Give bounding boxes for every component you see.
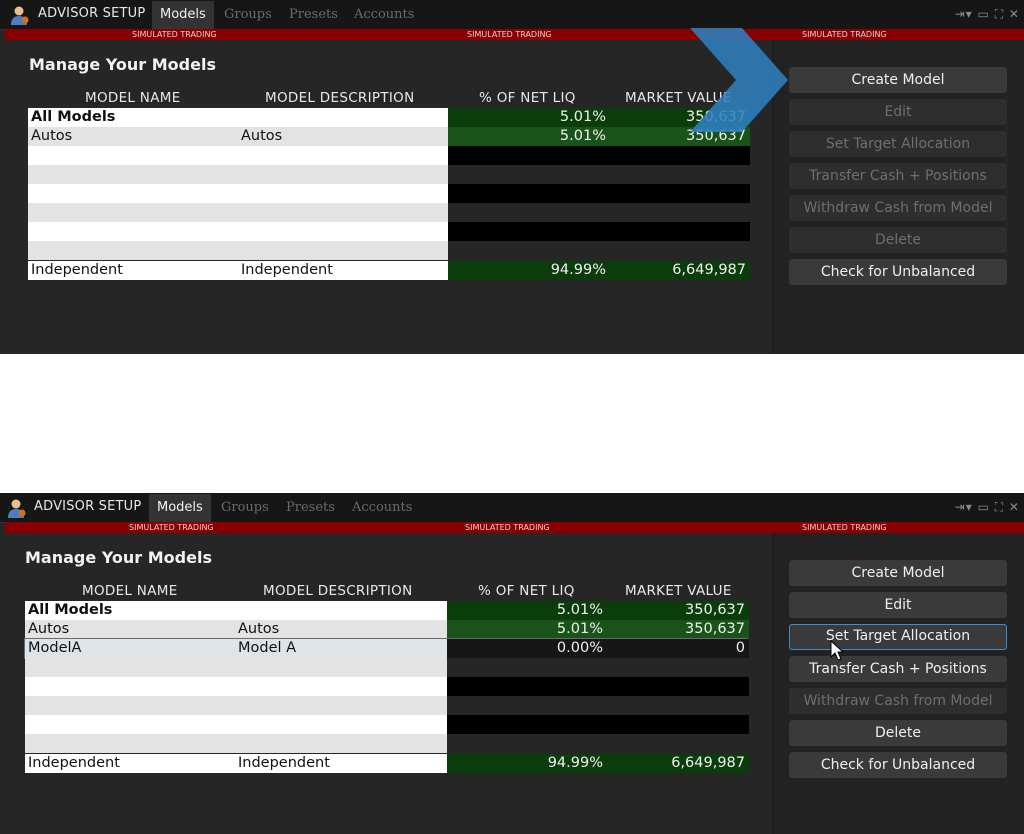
app-title: ADVISOR SETUP (38, 6, 146, 21)
empty-row (25, 658, 749, 677)
model-name: Autos (31, 128, 73, 144)
pct-net-liq: 5.01% (556, 602, 603, 618)
column-header-model-description: MODEL DESCRIPTION (263, 583, 413, 599)
pct-net-liq: 0.00% (556, 640, 603, 656)
tab-models[interactable]: Models (149, 494, 211, 522)
edit-button[interactable]: Edit (789, 99, 1007, 125)
model-name: Independent (31, 262, 123, 278)
empty-row (28, 184, 750, 203)
empty-row (25, 715, 749, 734)
simulated-trading-banner: SIMULATED TRADING SIMULATED TRADING SIMU… (5, 522, 1024, 533)
empty-row (28, 203, 750, 222)
action-button-column: Create Model Edit Set Target Allocation … (772, 533, 1024, 834)
banner-text: SIMULATED TRADING (129, 523, 214, 532)
market-value: 350,637 (685, 602, 745, 618)
empty-row (25, 734, 749, 753)
column-header-model-name: MODEL NAME (85, 90, 181, 106)
empty-row (25, 677, 749, 696)
pct-net-liq: 94.99% (550, 262, 606, 278)
banner-text: SIMULATED TRADING (802, 30, 887, 39)
column-header-model-description: MODEL DESCRIPTION (265, 90, 415, 106)
banner-text: SIMULATED TRADING (132, 30, 217, 39)
model-name: ModelA (28, 640, 82, 656)
action-button-column: Create Model Edit Set Target Allocation … (772, 40, 1024, 354)
banner-text: SIMULATED TRADING (465, 523, 550, 532)
empty-row (25, 696, 749, 715)
column-header-market-value: MARKET VALUE (625, 583, 732, 599)
tab-groups[interactable]: Groups (224, 7, 272, 22)
column-header-pct-net-liq: % OF NET LIQ (479, 90, 576, 106)
model-description: Autos (238, 621, 280, 637)
model-description: Autos (241, 128, 283, 144)
empty-row (28, 241, 750, 260)
window-controls[interactable]: ⇥▾ ▭ ⛶ ✕ (954, 500, 1020, 514)
model-name: Autos (28, 621, 70, 637)
table-row[interactable]: Autos Autos 5.01% 350,637 (28, 127, 750, 146)
model-description: Independent (241, 262, 333, 278)
create-model-button[interactable]: Create Model (789, 67, 1007, 93)
title-bar: ADVISOR SETUP Models Groups Presets Acco… (0, 493, 1024, 523)
model-name: All Models (28, 602, 113, 618)
mouse-cursor-icon (830, 640, 845, 661)
advisor-setup-window-after: ADVISOR SETUP Models Groups Presets Acco… (0, 493, 1024, 834)
pct-net-liq: 5.01% (559, 109, 606, 125)
market-value: 6,649,987 (672, 262, 746, 278)
delete-button[interactable]: Delete (789, 227, 1007, 253)
model-name: All Models (31, 109, 116, 125)
table-row[interactable]: Independent Independent 94.99% 6,649,987 (28, 261, 750, 280)
edit-button[interactable]: Edit (789, 592, 1007, 618)
pct-net-liq: 5.01% (559, 128, 606, 144)
simulated-trading-banner: SIMULATED TRADING SIMULATED TRADING SIMU… (5, 29, 1024, 40)
title-bar: ADVISOR SETUP Models Groups Presets Acco… (0, 0, 1024, 30)
table-row-selected[interactable]: ModelA Model A 0.00% 0 (24, 638, 749, 659)
tab-accounts[interactable]: Accounts (352, 500, 413, 515)
banner-text: SIMULATED TRADING (467, 30, 552, 39)
column-header-model-name: MODEL NAME (82, 583, 178, 599)
table-row[interactable]: Autos Autos 5.01% 350,637 (25, 620, 749, 639)
table-row[interactable]: Independent Independent 94.99% 6,649,987 (25, 754, 749, 773)
empty-row (28, 165, 750, 184)
model-description: Model A (238, 640, 297, 656)
check-for-unbalanced-button[interactable]: Check for Unbalanced (789, 752, 1007, 778)
advisor-setup-window-before: ADVISOR SETUP Models Groups Presets Acco… (0, 0, 1024, 354)
table-row[interactable]: All Models 5.01% 350,637 (28, 108, 750, 127)
transfer-cash-positions-button[interactable]: Transfer Cash + Positions (789, 163, 1007, 189)
market-value: 0 (735, 640, 745, 656)
check-for-unbalanced-button[interactable]: Check for Unbalanced (789, 259, 1007, 285)
pct-net-liq: 5.01% (556, 621, 603, 637)
page-title: Manage Your Models (29, 55, 216, 74)
window-controls[interactable]: ⇥▾ ▭ ⛶ ✕ (954, 7, 1020, 21)
withdraw-cash-button[interactable]: Withdraw Cash from Model (789, 688, 1007, 714)
model-description: Independent (238, 755, 330, 771)
pct-net-liq: 94.99% (547, 755, 603, 771)
set-target-allocation-button[interactable]: Set Target Allocation (789, 131, 1007, 157)
chevron-right-icon (690, 28, 788, 132)
banner-text: SIMULATED TRADING (802, 523, 887, 532)
withdraw-cash-button[interactable]: Withdraw Cash from Model (789, 195, 1007, 221)
advisor-user-icon (11, 6, 29, 25)
delete-button[interactable]: Delete (789, 720, 1007, 746)
advisor-user-icon (8, 499, 26, 518)
column-header-pct-net-liq: % OF NET LIQ (478, 583, 575, 599)
column-header-market-value: MARKET VALUE (625, 90, 732, 106)
tab-accounts[interactable]: Accounts (354, 7, 415, 22)
tab-models[interactable]: Models (152, 1, 214, 29)
market-value: 6,649,987 (671, 755, 745, 771)
set-target-allocation-button[interactable]: Set Target Allocation (789, 624, 1007, 650)
app-title: ADVISOR SETUP (34, 499, 142, 514)
create-model-button[interactable]: Create Model (789, 560, 1007, 586)
market-value: 350,637 (685, 621, 745, 637)
model-name: Independent (28, 755, 120, 771)
empty-row (28, 222, 750, 241)
empty-row (28, 146, 750, 165)
transfer-cash-positions-button[interactable]: Transfer Cash + Positions (789, 656, 1007, 682)
tab-presets[interactable]: Presets (286, 500, 335, 515)
tab-presets[interactable]: Presets (289, 7, 338, 22)
page-title: Manage Your Models (25, 548, 212, 567)
table-row[interactable]: All Models 5.01% 350,637 (25, 601, 749, 620)
tab-groups[interactable]: Groups (221, 500, 269, 515)
